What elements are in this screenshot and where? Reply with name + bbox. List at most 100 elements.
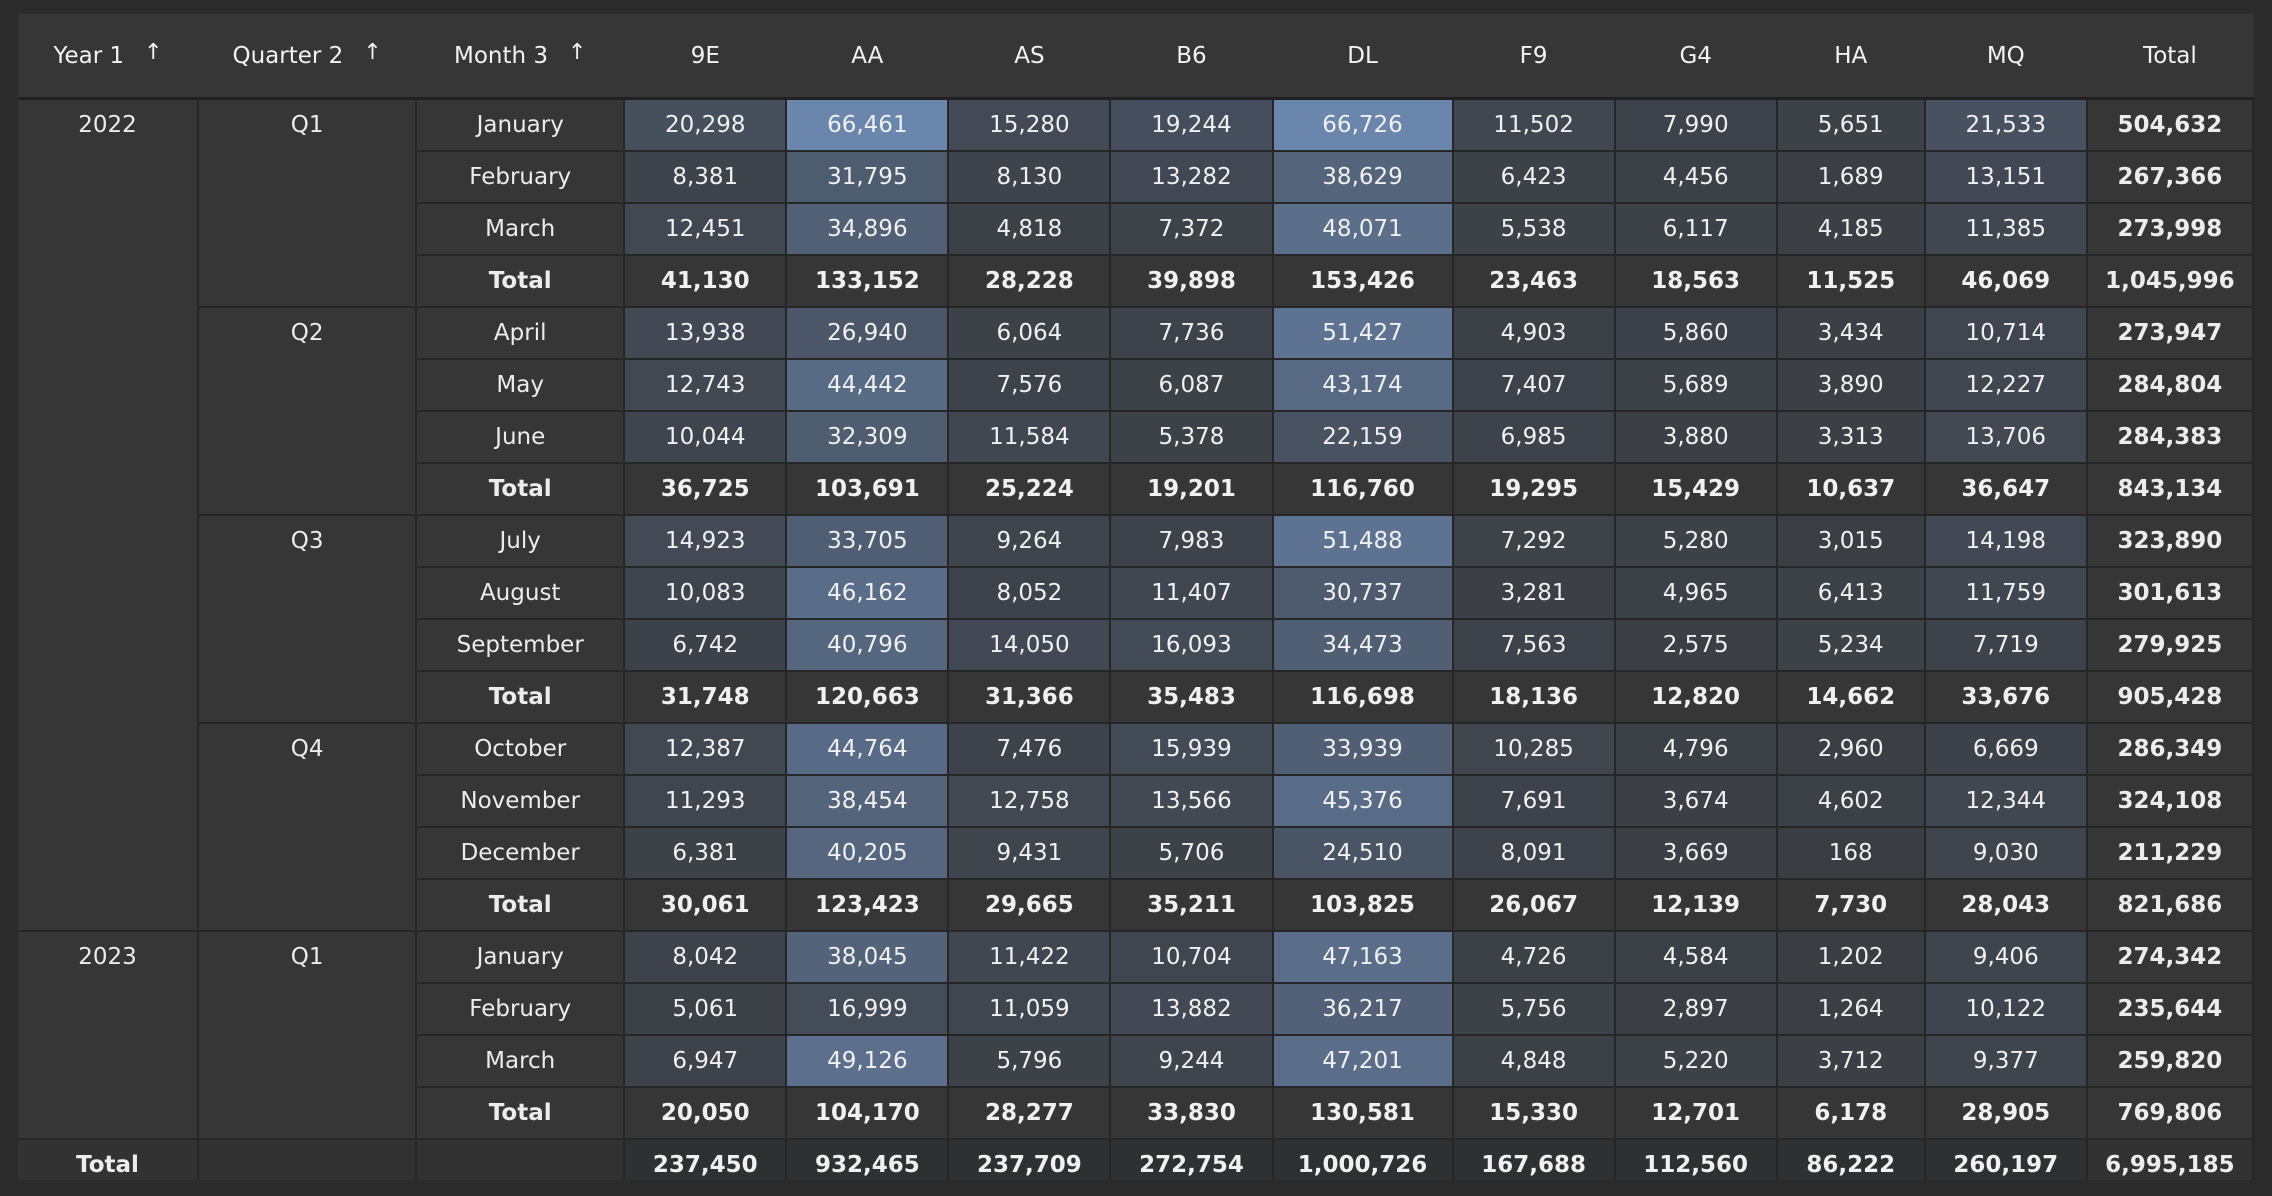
row-total-cell[interactable]: 273,947 [2086, 307, 2254, 360]
column-header-f9[interactable]: F9 [1452, 14, 1615, 100]
value-cell[interactable]: 7,292 [1452, 515, 1616, 568]
value-cell[interactable]: 11,502 [1452, 98, 1616, 152]
month-cell[interactable]: March [416, 203, 626, 256]
month-cell[interactable]: February [416, 983, 626, 1036]
grand-total-value[interactable]: 237,709 [948, 1139, 1112, 1180]
value-cell[interactable]: 20,298 [624, 98, 788, 152]
value-cell[interactable]: 11,584 [948, 411, 1112, 464]
value-cell[interactable]: 5,860 [1614, 307, 1778, 360]
value-cell[interactable]: 33,939 [1272, 723, 1454, 776]
row-total-cell[interactable]: 323,890 [2086, 515, 2254, 568]
value-cell[interactable]: 9,377 [1924, 1035, 2088, 1088]
row-total-cell[interactable]: 905,428 [2086, 671, 2254, 724]
value-cell[interactable]: 5,234 [1776, 619, 1926, 672]
month-cell[interactable]: July [416, 515, 626, 568]
value-cell[interactable]: 7,736 [1110, 307, 1274, 360]
value-cell[interactable]: 18,136 [1452, 671, 1616, 724]
value-cell[interactable]: 39,898 [1110, 255, 1274, 308]
value-cell[interactable]: 31,795 [786, 151, 950, 204]
value-cell[interactable]: 44,442 [786, 359, 950, 412]
value-cell[interactable]: 25,224 [948, 463, 1112, 516]
row-total-cell[interactable]: 504,632 [2086, 98, 2254, 152]
value-cell[interactable]: 11,407 [1110, 567, 1274, 620]
value-cell[interactable]: 9,431 [948, 827, 1112, 880]
row-total-cell[interactable]: 843,134 [2086, 463, 2254, 516]
value-cell[interactable]: 38,454 [786, 775, 950, 828]
value-cell[interactable]: 19,295 [1452, 463, 1616, 516]
value-cell[interactable]: 6,381 [624, 827, 788, 880]
value-cell[interactable]: 6,413 [1776, 567, 1926, 620]
value-cell[interactable]: 6,423 [1452, 151, 1616, 204]
value-cell[interactable]: 3,281 [1452, 567, 1616, 620]
value-cell[interactable]: 11,293 [624, 775, 788, 828]
value-cell[interactable]: 14,662 [1776, 671, 1926, 724]
value-cell[interactable]: 12,758 [948, 775, 1112, 828]
month-cell[interactable]: May [416, 359, 626, 412]
value-cell[interactable]: 13,566 [1110, 775, 1274, 828]
value-cell[interactable]: 11,059 [948, 983, 1112, 1036]
value-cell[interactable]: 6,742 [624, 619, 788, 672]
value-cell[interactable]: 15,280 [948, 98, 1112, 152]
value-cell[interactable]: 4,818 [948, 203, 1112, 256]
month-cell[interactable]: January [416, 931, 626, 984]
row-total-cell[interactable]: 301,613 [2086, 567, 2254, 620]
row-total-cell[interactable]: 235,644 [2086, 983, 2254, 1036]
value-cell[interactable]: 6,064 [948, 307, 1112, 360]
value-cell[interactable]: 6,669 [1924, 723, 2088, 776]
value-cell[interactable]: 12,820 [1614, 671, 1778, 724]
value-cell[interactable]: 4,848 [1452, 1035, 1616, 1088]
value-cell[interactable]: 26,067 [1452, 879, 1616, 932]
value-cell[interactable]: 13,882 [1110, 983, 1274, 1036]
grand-total-value[interactable]: 1,000,726 [1272, 1139, 1454, 1180]
value-cell[interactable]: 3,880 [1614, 411, 1778, 464]
row-total-cell[interactable]: 211,229 [2086, 827, 2254, 880]
row-total-cell[interactable]: 821,686 [2086, 879, 2254, 932]
value-cell[interactable]: 13,938 [624, 307, 788, 360]
value-cell[interactable]: 66,461 [786, 98, 950, 152]
value-cell[interactable]: 15,330 [1452, 1087, 1616, 1140]
value-cell[interactable]: 8,052 [948, 567, 1112, 620]
month-cell[interactable]: January [416, 98, 626, 152]
row-total-cell[interactable]: 279,925 [2086, 619, 2254, 672]
value-cell[interactable]: 12,139 [1614, 879, 1778, 932]
value-cell[interactable]: 4,185 [1776, 203, 1926, 256]
value-cell[interactable]: 16,093 [1110, 619, 1274, 672]
value-cell[interactable]: 4,903 [1452, 307, 1616, 360]
month-cell[interactable]: September [416, 619, 626, 672]
value-cell[interactable]: 5,756 [1452, 983, 1616, 1036]
value-cell[interactable]: 19,244 [1110, 98, 1274, 152]
value-cell[interactable]: 4,456 [1614, 151, 1778, 204]
grand-total-value[interactable]: 167,688 [1452, 1139, 1616, 1180]
column-header-g4[interactable]: G4 [1614, 14, 1777, 100]
value-cell[interactable]: 2,960 [1776, 723, 1926, 776]
value-cell[interactable]: 5,280 [1614, 515, 1778, 568]
value-cell[interactable]: 36,647 [1924, 463, 2088, 516]
value-cell[interactable]: 7,983 [1110, 515, 1274, 568]
value-cell[interactable]: 46,162 [786, 567, 950, 620]
value-cell[interactable]: 32,309 [786, 411, 950, 464]
value-cell[interactable]: 6,178 [1776, 1087, 1926, 1140]
column-header-b6[interactable]: B6 [1110, 14, 1273, 100]
value-cell[interactable]: 1,689 [1776, 151, 1926, 204]
value-cell[interactable]: 123,423 [786, 879, 950, 932]
month-cell[interactable]: October [416, 723, 626, 776]
value-cell[interactable]: 10,637 [1776, 463, 1926, 516]
value-cell[interactable]: 43,174 [1272, 359, 1454, 412]
value-cell[interactable]: 8,091 [1452, 827, 1616, 880]
quarter-cell[interactable]: Q1 [198, 98, 418, 308]
value-cell[interactable]: 23,463 [1452, 255, 1616, 308]
value-cell[interactable]: 28,043 [1924, 879, 2088, 932]
column-header-quarter[interactable]: Quarter 2 ↑ [198, 14, 417, 100]
value-cell[interactable]: 30,737 [1272, 567, 1454, 620]
quarter-cell[interactable]: Q2 [198, 307, 418, 516]
value-cell[interactable]: 3,313 [1776, 411, 1926, 464]
value-cell[interactable]: 15,429 [1614, 463, 1778, 516]
value-cell[interactable]: 38,629 [1272, 151, 1454, 204]
quarter-cell[interactable]: Q3 [198, 515, 418, 724]
value-cell[interactable]: 168 [1776, 827, 1926, 880]
value-cell[interactable]: 4,796 [1614, 723, 1778, 776]
grand-total-value[interactable]: 272,754 [1110, 1139, 1274, 1180]
value-cell[interactable]: 3,434 [1776, 307, 1926, 360]
value-cell[interactable]: 12,227 [1924, 359, 2088, 412]
grand-total-value[interactable]: 260,197 [1924, 1139, 2088, 1180]
